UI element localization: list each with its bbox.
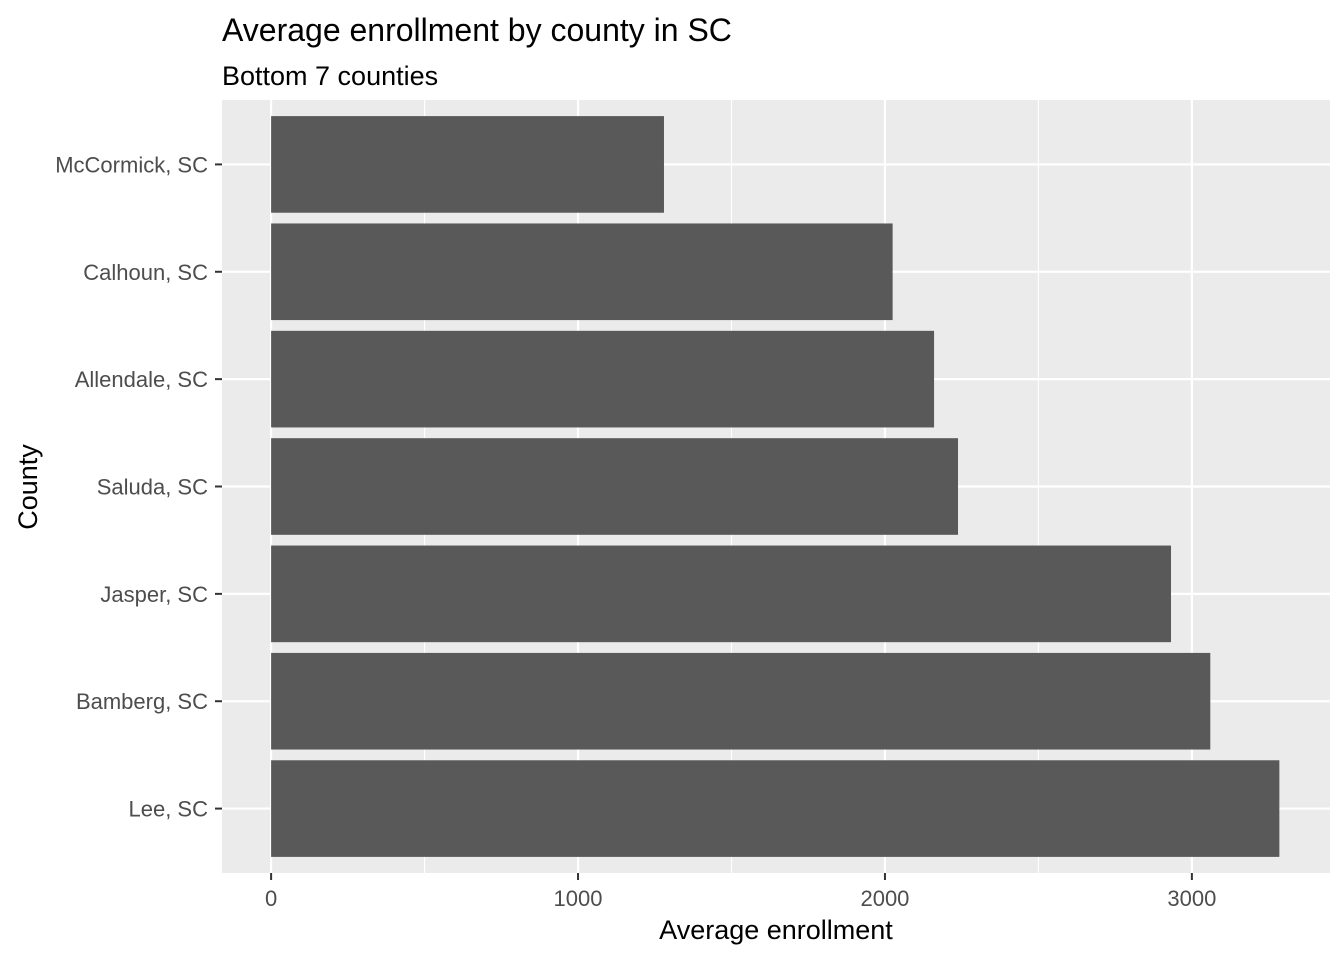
- chart-title: Average enrollment by county in SC: [222, 12, 732, 48]
- chart-subtitle: Bottom 7 counties: [222, 61, 438, 91]
- bar: [271, 652, 1211, 750]
- x-axis: 0 1000 2000 3000: [265, 873, 1216, 911]
- x-tick-label: 1000: [554, 886, 603, 911]
- y-tick-label: Lee, SC: [129, 797, 209, 822]
- y-tick-label: McCormick, SC: [55, 152, 208, 177]
- bar: [271, 330, 935, 428]
- x-tick-label: 2000: [860, 886, 909, 911]
- bar: [271, 545, 1172, 643]
- y-tick-label: Jasper, SC: [100, 582, 208, 607]
- x-tick-label: 3000: [1167, 886, 1216, 911]
- x-axis-title: Average enrollment: [659, 915, 893, 945]
- bar: [271, 760, 1280, 857]
- bar: [271, 116, 664, 213]
- bar: [271, 223, 893, 321]
- y-tick-label: Bamberg, SC: [76, 689, 208, 714]
- bars: [271, 116, 1280, 857]
- x-tick-label: 0: [265, 886, 277, 911]
- y-axis-title: County: [13, 444, 43, 530]
- y-axis: McCormick, SC Calhoun, SC Allendale, SC Sal…: [55, 152, 222, 822]
- y-tick-label: Saluda, SC: [97, 475, 208, 500]
- bar: [271, 438, 959, 535]
- y-tick-label: Calhoun, SC: [83, 260, 208, 285]
- y-tick-label: Allendale, SC: [75, 367, 208, 392]
